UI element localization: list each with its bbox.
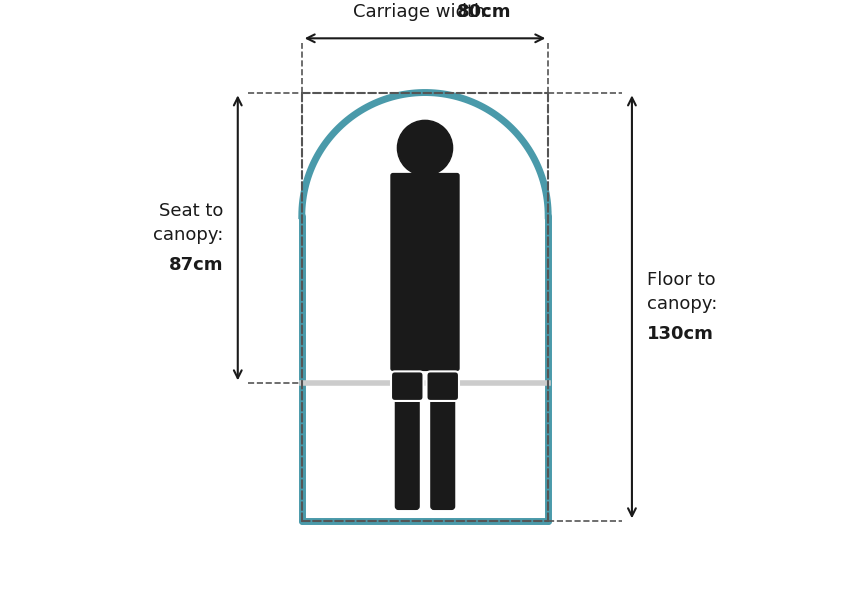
Text: Seat to
canopy:: Seat to canopy: — [153, 202, 223, 244]
Text: 87cm: 87cm — [168, 256, 223, 274]
FancyBboxPatch shape — [395, 390, 419, 509]
FancyBboxPatch shape — [391, 371, 423, 401]
Text: 130cm: 130cm — [647, 325, 714, 343]
Text: Floor to
canopy:: Floor to canopy: — [647, 271, 717, 313]
FancyBboxPatch shape — [391, 173, 459, 370]
Text: 80cm: 80cm — [456, 2, 512, 20]
FancyBboxPatch shape — [427, 371, 459, 401]
FancyBboxPatch shape — [431, 390, 455, 509]
Circle shape — [398, 121, 452, 176]
Text: Carriage width:: Carriage width: — [353, 2, 497, 20]
